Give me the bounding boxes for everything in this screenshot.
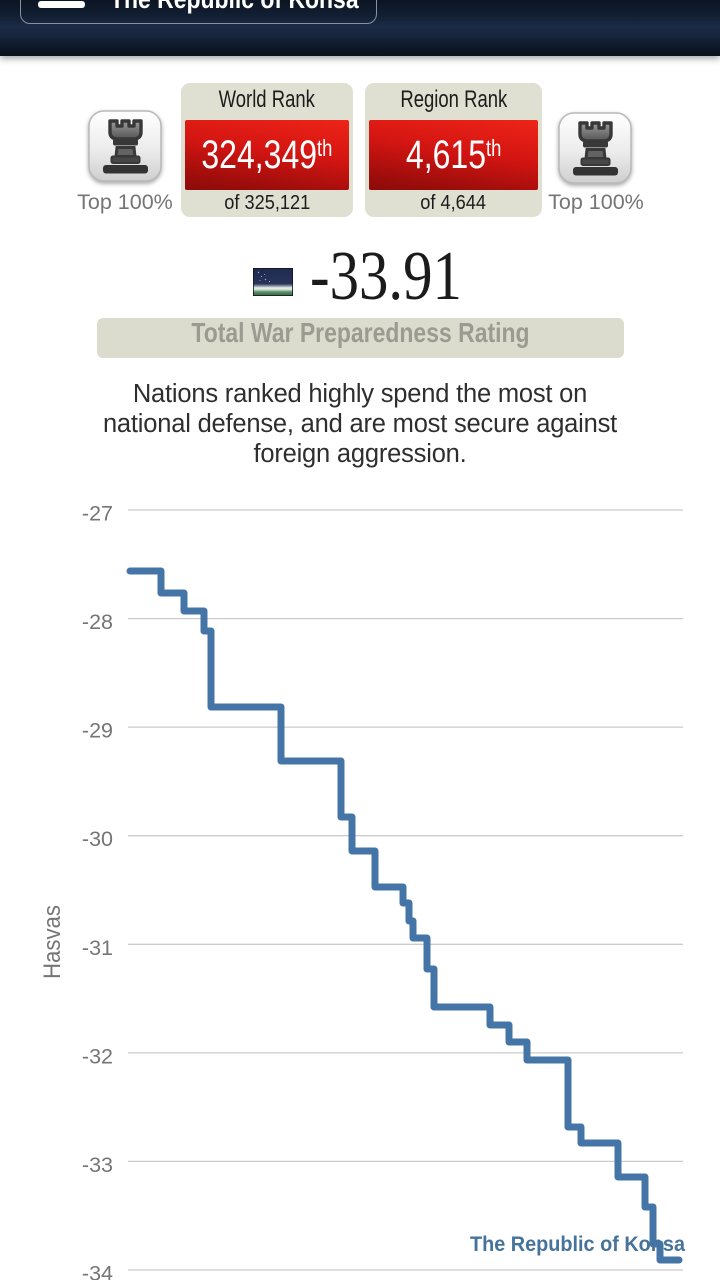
svg-text:The Republic of Konsa: The Republic of Konsa <box>470 1233 685 1256</box>
svg-text:-28: -28 <box>82 610 113 634</box>
svg-text:-31: -31 <box>82 936 113 960</box>
svg-text:-29: -29 <box>82 719 113 743</box>
svg-text:-30: -30 <box>82 827 113 851</box>
svg-text:-32: -32 <box>82 1044 113 1068</box>
svg-text:Hasvas: Hasvas <box>39 905 66 979</box>
svg-text:-27: -27 <box>82 502 113 526</box>
svg-text:-34: -34 <box>82 1262 113 1280</box>
svg-text:-33: -33 <box>82 1153 113 1177</box>
